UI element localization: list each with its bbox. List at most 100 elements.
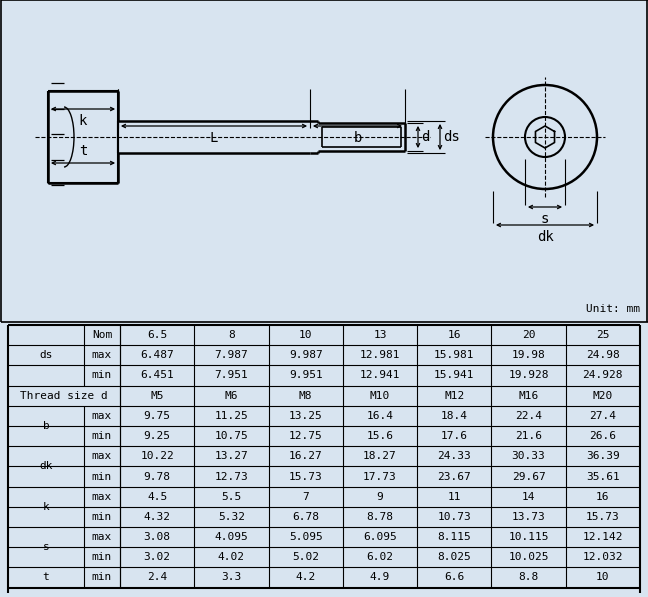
Text: 8: 8 <box>228 330 235 340</box>
Text: 16.4: 16.4 <box>367 411 393 421</box>
Text: 15.6: 15.6 <box>367 431 393 441</box>
Text: L: L <box>210 131 218 145</box>
Text: 6.5: 6.5 <box>147 330 167 340</box>
Text: 17.6: 17.6 <box>441 431 468 441</box>
Text: 10.115: 10.115 <box>508 532 549 542</box>
Text: max: max <box>92 451 112 461</box>
Text: min: min <box>92 371 112 380</box>
Text: b: b <box>353 131 362 145</box>
Text: 16.27: 16.27 <box>289 451 323 461</box>
Text: max: max <box>92 532 112 542</box>
Text: 10: 10 <box>299 330 312 340</box>
Text: 4.095: 4.095 <box>214 532 248 542</box>
Text: 16: 16 <box>596 492 610 501</box>
Text: Nom: Nom <box>92 330 112 340</box>
Text: 3.3: 3.3 <box>222 573 242 583</box>
Text: 24.33: 24.33 <box>437 451 471 461</box>
Text: 4.2: 4.2 <box>295 573 316 583</box>
Text: 6.451: 6.451 <box>140 371 174 380</box>
Text: 24.928: 24.928 <box>583 371 623 380</box>
Text: 21.6: 21.6 <box>515 431 542 441</box>
Text: max: max <box>92 492 112 501</box>
Text: 12.941: 12.941 <box>360 371 400 380</box>
Text: 29.67: 29.67 <box>512 472 546 482</box>
Text: 3.08: 3.08 <box>144 532 170 542</box>
Text: k: k <box>79 114 87 128</box>
Text: 12.032: 12.032 <box>583 552 623 562</box>
Text: 18.27: 18.27 <box>363 451 397 461</box>
Text: 8.025: 8.025 <box>437 552 471 562</box>
Text: 35.61: 35.61 <box>586 472 619 482</box>
Text: min: min <box>92 552 112 562</box>
Text: M6: M6 <box>225 390 238 401</box>
Text: 4.5: 4.5 <box>147 492 167 501</box>
Text: t: t <box>79 144 87 158</box>
Text: 16: 16 <box>448 330 461 340</box>
Text: 17.73: 17.73 <box>363 472 397 482</box>
Text: 19.928: 19.928 <box>508 371 549 380</box>
Text: 9.951: 9.951 <box>289 371 323 380</box>
Text: 3.02: 3.02 <box>144 552 170 562</box>
Text: 4.9: 4.9 <box>370 573 390 583</box>
Text: 13.25: 13.25 <box>289 411 323 421</box>
Text: 7.987: 7.987 <box>214 350 248 361</box>
Text: 12.73: 12.73 <box>214 472 248 482</box>
Text: 6.095: 6.095 <box>363 532 397 542</box>
Text: ds: ds <box>443 130 459 144</box>
Text: M10: M10 <box>370 390 390 401</box>
Text: 6.6: 6.6 <box>444 573 465 583</box>
Text: 8.8: 8.8 <box>518 573 538 583</box>
Text: 12.142: 12.142 <box>583 532 623 542</box>
Text: 7.951: 7.951 <box>214 371 248 380</box>
Text: 25: 25 <box>596 330 610 340</box>
Text: max: max <box>92 350 112 361</box>
Text: 9.987: 9.987 <box>289 350 323 361</box>
Text: Unit: mm: Unit: mm <box>586 304 640 314</box>
Text: 13: 13 <box>373 330 387 340</box>
Text: 18.4: 18.4 <box>441 411 468 421</box>
Text: 6.78: 6.78 <box>292 512 319 522</box>
Text: 36.39: 36.39 <box>586 451 619 461</box>
Text: 24.98: 24.98 <box>586 350 619 361</box>
Text: 15.73: 15.73 <box>289 472 323 482</box>
Text: max: max <box>92 411 112 421</box>
Text: dk: dk <box>40 461 52 472</box>
Text: Thread size d: Thread size d <box>20 390 108 401</box>
Text: 15.981: 15.981 <box>434 350 474 361</box>
Text: 10.73: 10.73 <box>437 512 471 522</box>
Text: k: k <box>43 502 49 512</box>
Text: min: min <box>92 573 112 583</box>
Text: b: b <box>43 421 49 431</box>
Text: 10.025: 10.025 <box>508 552 549 562</box>
Text: ds: ds <box>40 350 52 361</box>
Text: 30.33: 30.33 <box>512 451 546 461</box>
Text: 5.5: 5.5 <box>222 492 242 501</box>
Text: min: min <box>92 512 112 522</box>
Text: 27.4: 27.4 <box>590 411 616 421</box>
Text: M20: M20 <box>593 390 613 401</box>
Text: 8.78: 8.78 <box>367 512 393 522</box>
Text: 10.22: 10.22 <box>140 451 174 461</box>
Text: 2.4: 2.4 <box>147 573 167 583</box>
Text: 20: 20 <box>522 330 535 340</box>
Text: min: min <box>92 472 112 482</box>
Text: 12.981: 12.981 <box>360 350 400 361</box>
Text: 4.32: 4.32 <box>144 512 170 522</box>
Text: dk: dk <box>537 230 553 244</box>
Text: M12: M12 <box>444 390 465 401</box>
Text: 6.02: 6.02 <box>367 552 393 562</box>
Text: 11.25: 11.25 <box>214 411 248 421</box>
Text: 9.25: 9.25 <box>144 431 170 441</box>
Text: 23.67: 23.67 <box>437 472 471 482</box>
Text: M5: M5 <box>150 390 164 401</box>
Text: 7: 7 <box>303 492 309 501</box>
Text: 6.487: 6.487 <box>140 350 174 361</box>
Text: M16: M16 <box>518 390 538 401</box>
Text: 13.73: 13.73 <box>512 512 546 522</box>
Text: d: d <box>421 130 430 144</box>
Text: M8: M8 <box>299 390 312 401</box>
Text: 8.115: 8.115 <box>437 532 471 542</box>
Text: t: t <box>43 573 49 583</box>
Text: 5.095: 5.095 <box>289 532 323 542</box>
Text: 5.32: 5.32 <box>218 512 245 522</box>
